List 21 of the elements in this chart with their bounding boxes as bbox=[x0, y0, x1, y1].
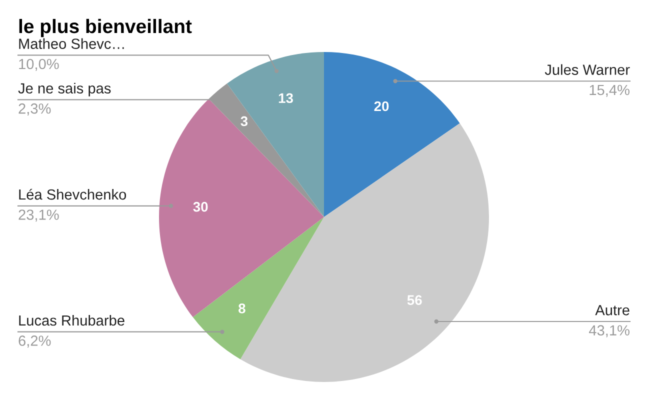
data-label: 13 bbox=[278, 93, 293, 104]
text: 15,4% bbox=[590, 84, 630, 97]
text: 6,2% bbox=[18, 336, 51, 348]
data-label: 3 bbox=[240, 116, 248, 126]
text: 43,1% bbox=[588, 325, 630, 338]
pie-slice bbox=[227, 52, 324, 217]
data-label: 20 bbox=[374, 101, 389, 112]
slice-label: Jules Warner bbox=[544, 64, 630, 75]
slice-label: Lucas Rhubarbe bbox=[19, 314, 124, 326]
slice-label: Matheo Shevc… bbox=[19, 38, 124, 49]
text: 23,1% bbox=[18, 210, 59, 222]
pie-slice bbox=[192, 217, 324, 360]
pie-slice bbox=[324, 52, 460, 217]
data-label: 8 bbox=[238, 304, 246, 314]
slice-label: Autre bbox=[595, 305, 630, 316]
text: 2,3% bbox=[18, 103, 51, 116]
slice-label: Léa Shevchenko bbox=[19, 188, 126, 200]
chart-title: le plus bienveillant bbox=[19, 18, 192, 38]
slice-label: Je ne sais pas bbox=[18, 82, 111, 96]
text: 10,0% bbox=[19, 58, 59, 71]
data-label: 30 bbox=[193, 202, 208, 212]
